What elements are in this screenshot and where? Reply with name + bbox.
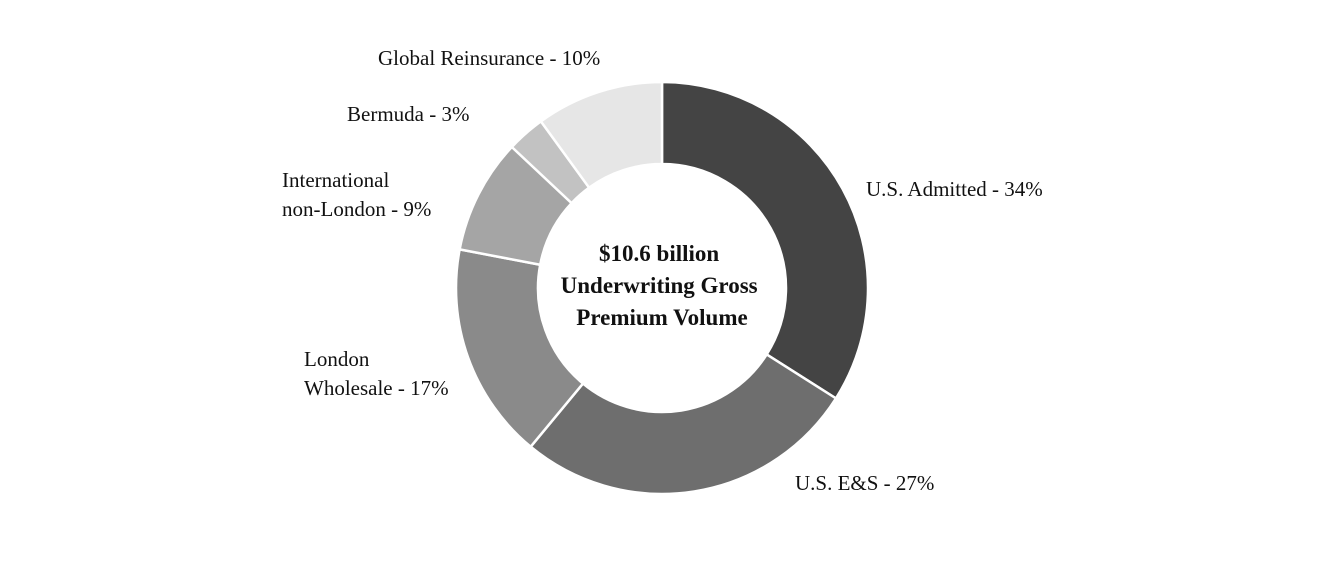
center-caption-line1: $10.6 billion — [599, 241, 719, 266]
label-international-non-london: International non-London - 9% — [282, 168, 431, 221]
center-caption: $10.6 billion Underwriting Gross Premium… — [561, 241, 764, 330]
label-london-wholesale-line2: Wholesale - 17% — [304, 376, 449, 400]
label-london-wholesale-line1: London — [304, 347, 370, 371]
label-bermuda: Bermuda - 3% — [347, 102, 469, 126]
donut-slices — [454, 80, 870, 496]
label-international-line1: International — [282, 168, 389, 192]
label-london-wholesale: London Wholesale - 17% — [304, 347, 449, 400]
center-caption-line2: Underwriting Gross — [561, 273, 758, 298]
label-global-reinsurance: Global Reinsurance - 10% — [378, 46, 600, 70]
center-caption-line3: Premium Volume — [576, 305, 747, 330]
label-us-es: U.S. E&S - 27% — [795, 471, 934, 495]
label-international-line2: non-London - 9% — [282, 197, 431, 221]
label-us-admitted: U.S. Admitted - 34% — [866, 177, 1043, 201]
slice-u-s-admitted-34 — [660, 80, 870, 401]
slice-u-s-e-s-27 — [528, 352, 838, 496]
slice-global-reinsurance-10 — [539, 80, 664, 190]
